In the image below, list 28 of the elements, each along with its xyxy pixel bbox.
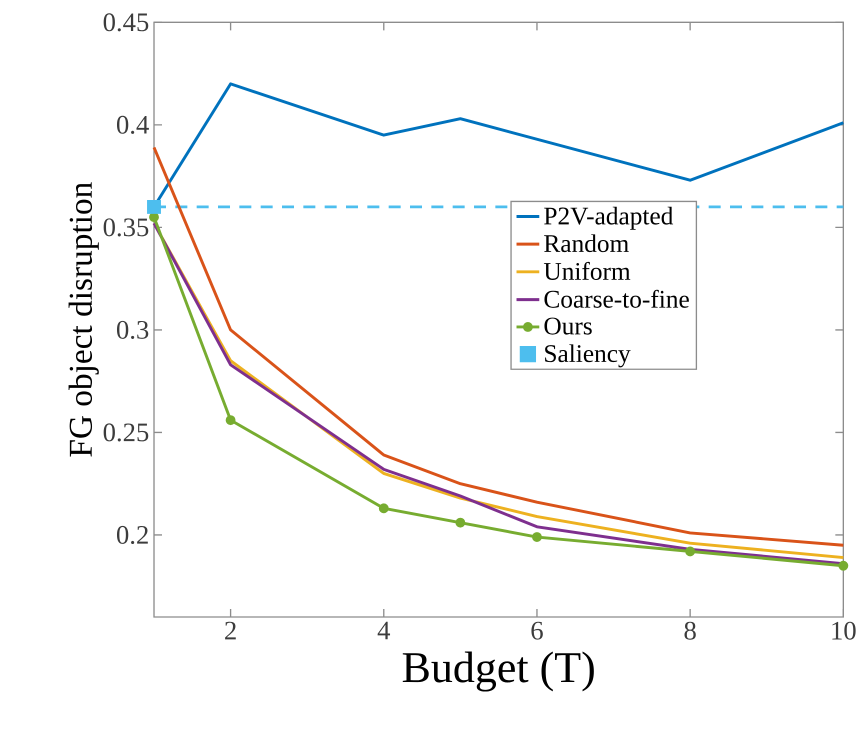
point — [455, 518, 466, 528]
x-tick-label: 8 — [684, 622, 696, 640]
legend-label: Random — [544, 234, 629, 252]
point — [838, 560, 848, 571]
y-tick-label: 0.4 — [116, 116, 149, 134]
x-tick-label: 10 — [832, 622, 856, 640]
legend-label: P2V-adapted — [544, 206, 674, 230]
x-tick-label: 6 — [531, 622, 543, 640]
x-axis-title: Budget (T) — [402, 652, 594, 692]
x-tick-label: 2 — [225, 622, 236, 640]
point — [532, 532, 542, 542]
legend-label: Ours — [544, 318, 592, 335]
y-tick-label: 0.45 — [104, 13, 148, 32]
point — [378, 503, 389, 514]
x-tick-label: 4 — [378, 622, 390, 640]
point — [685, 546, 696, 556]
point — [147, 200, 161, 214]
y-axis-title: FG object disruption — [68, 182, 99, 457]
legend-label: Saliency — [545, 344, 631, 368]
point — [149, 212, 159, 222]
y-tick-label: 0.2 — [116, 526, 148, 544]
line-series — [152, 146, 845, 547]
point — [226, 415, 236, 426]
legend-label: Uniform — [544, 262, 630, 280]
y-tick-label: 0.3 — [116, 320, 148, 339]
y-tick-label: 0.35 — [104, 218, 148, 236]
legend-label: Coarse-to-fine — [544, 290, 689, 308]
y-tick-label: 0.25 — [104, 423, 148, 442]
